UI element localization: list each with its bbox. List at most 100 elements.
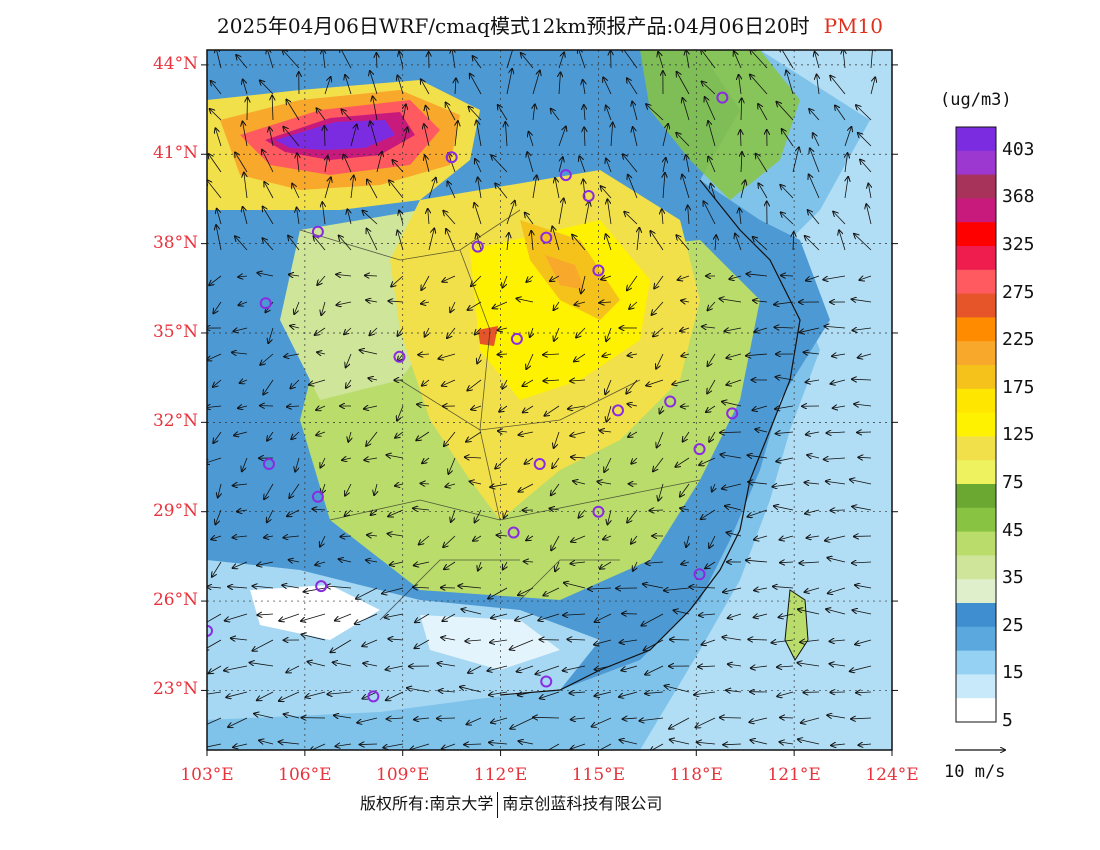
hotspot-small bbox=[478, 326, 498, 346]
wind-arrow bbox=[478, 561, 481, 571]
wind-arrow bbox=[780, 185, 794, 199]
wind-arrow bbox=[804, 352, 820, 354]
legend-label: 45 bbox=[1002, 519, 1024, 541]
wind-arrow bbox=[686, 50, 689, 69]
wind-arrow bbox=[603, 536, 612, 539]
wind-arrow bbox=[415, 613, 430, 622]
wind-arrow bbox=[383, 743, 404, 748]
wind-arrow bbox=[264, 536, 274, 538]
wind-arrow bbox=[858, 133, 872, 147]
legend-swatch bbox=[956, 650, 996, 675]
wind-arrow bbox=[314, 236, 326, 251]
wind-arrow bbox=[564, 583, 586, 589]
wind-arrow bbox=[602, 354, 612, 356]
legend-swatch bbox=[956, 555, 996, 580]
wind-arrow bbox=[835, 105, 846, 121]
wind-arrow bbox=[740, 180, 745, 199]
wind-arrow bbox=[702, 326, 716, 328]
city-station-marker bbox=[259, 297, 272, 310]
wind-arrow bbox=[740, 130, 741, 147]
wind-arrow bbox=[775, 406, 794, 409]
wind-arrow bbox=[551, 483, 560, 495]
wind-arrow bbox=[257, 691, 274, 700]
city-station-marker bbox=[540, 231, 553, 244]
wind-arrow bbox=[632, 102, 638, 121]
wind-arrow bbox=[505, 122, 507, 147]
wind-arrow bbox=[551, 109, 560, 121]
wind-arrow bbox=[806, 380, 820, 382]
wind-arrow bbox=[402, 128, 407, 147]
wind-arrow bbox=[475, 509, 482, 522]
wind-arrow bbox=[344, 327, 352, 334]
map-frame bbox=[206, 49, 893, 751]
wind-arrow bbox=[850, 479, 872, 485]
wind-arrow bbox=[413, 587, 430, 588]
legend-swatch bbox=[956, 317, 996, 342]
wind-arrow bbox=[800, 640, 820, 642]
wind-arrow bbox=[234, 432, 248, 435]
wind-arrow bbox=[628, 431, 638, 437]
wind-arrow bbox=[543, 354, 560, 355]
wind-arrow bbox=[439, 691, 456, 692]
wind-arrow bbox=[263, 207, 274, 225]
wind-arrow bbox=[211, 536, 222, 539]
wind-arrow bbox=[335, 744, 352, 746]
wind-arrow bbox=[866, 204, 872, 225]
wind-arrow bbox=[786, 70, 794, 95]
wind-arrow bbox=[681, 406, 690, 407]
wind-arrow bbox=[711, 184, 716, 199]
wind-arrow bbox=[207, 692, 222, 695]
wind-arrow bbox=[578, 50, 586, 69]
wind-arrow bbox=[471, 275, 482, 286]
sea-light-zone bbox=[640, 50, 892, 750]
wind-arrow bbox=[216, 225, 222, 251]
wind-arrow bbox=[510, 639, 534, 650]
city-station-marker bbox=[262, 458, 275, 471]
wind-arrow bbox=[830, 76, 846, 95]
wind-arrow bbox=[573, 481, 586, 484]
wind-arrow bbox=[808, 210, 820, 225]
wind-arrow bbox=[397, 231, 404, 251]
wind-arrow bbox=[620, 640, 638, 643]
wind-arrow bbox=[228, 717, 248, 727]
wind-arrow bbox=[805, 236, 820, 251]
wind-arrow bbox=[477, 353, 481, 363]
wind-arrow bbox=[438, 663, 456, 666]
color-legend bbox=[955, 126, 997, 723]
wind-arrow bbox=[386, 455, 404, 458]
wind-arrow bbox=[533, 717, 560, 718]
wind-arrow bbox=[468, 665, 482, 673]
wind-arrow bbox=[316, 432, 326, 435]
wind-arrow bbox=[774, 506, 794, 511]
wind-arrow bbox=[238, 302, 248, 305]
wind-arrow bbox=[465, 457, 482, 458]
wind-arrow bbox=[382, 587, 404, 594]
wind-arrow bbox=[515, 613, 534, 620]
city-station-marker bbox=[207, 624, 213, 637]
wind-arrow bbox=[601, 186, 612, 199]
wind-arrow bbox=[649, 510, 664, 511]
wind-arrow bbox=[682, 175, 690, 199]
wind-arrow bbox=[698, 666, 716, 667]
wind-arrow bbox=[289, 483, 300, 498]
wind-arrow bbox=[792, 147, 799, 173]
wind-arrow bbox=[295, 457, 299, 472]
wind-arrow bbox=[703, 201, 716, 225]
wind-arrow bbox=[499, 405, 508, 412]
map-plot-area bbox=[207, 50, 892, 750]
wind-arrow bbox=[701, 50, 716, 69]
wind-arrow bbox=[628, 175, 638, 199]
legend-swatch bbox=[956, 293, 996, 318]
wind-arrow bbox=[600, 302, 612, 303]
legend-swatch bbox=[956, 674, 996, 699]
wind-arrow bbox=[722, 402, 742, 407]
wind-arrow bbox=[403, 105, 406, 121]
station-markers bbox=[207, 91, 739, 703]
wind-arrow bbox=[474, 203, 482, 225]
wind-arrow bbox=[207, 406, 222, 408]
wind-arrow bbox=[395, 431, 404, 438]
wind-arrow bbox=[559, 72, 560, 95]
wind-arrow bbox=[854, 404, 872, 406]
wind-arrow bbox=[722, 483, 742, 489]
wind-arrow bbox=[498, 354, 508, 355]
